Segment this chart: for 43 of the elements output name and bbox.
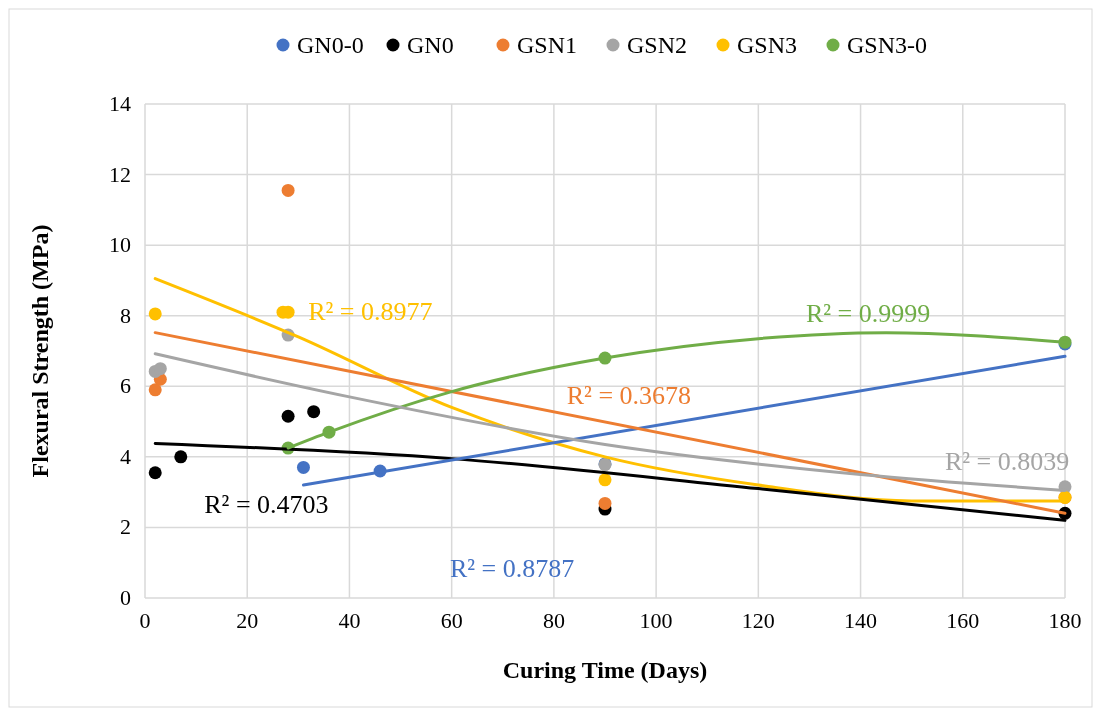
x-tick-label: 160 — [946, 608, 980, 633]
x-tick-label: 20 — [236, 608, 259, 633]
annotation: R² = 0.8039 — [944, 446, 1070, 476]
x-tick-label: 40 — [338, 608, 361, 633]
y-tick-label: 2 — [120, 514, 131, 540]
y-tick-label: 0 — [120, 585, 131, 610]
legend-label: GN0-0 — [297, 32, 364, 58]
point — [153, 362, 167, 376]
x-tick-label: 60 — [440, 608, 463, 633]
annotation: R² = 0.8977 — [308, 297, 433, 327]
legend-label: GSN3-0 — [847, 32, 928, 58]
annotation: R² = 0.4703 — [204, 490, 329, 520]
legend-label: GSN2 — [627, 32, 688, 58]
annotation: R² = 0.9999 — [805, 299, 931, 329]
x-tick-label: 120 — [741, 608, 775, 633]
x-tick-label: 100 — [639, 608, 673, 633]
x-axis-title: Curing Time (Days) — [502, 657, 708, 683]
y-tick-label: 12 — [109, 161, 131, 187]
annotation: R² = 0.8787 — [449, 554, 575, 584]
y-tick-label: 6 — [120, 373, 131, 399]
annotation: R² = 0.3678 — [566, 381, 692, 411]
x-tick-label: 0 — [139, 608, 151, 633]
y-axis-title: Flexural Strength (MPa) — [27, 224, 53, 478]
legend-label: GSN3 — [737, 32, 798, 58]
y-tick-label: 10 — [109, 232, 131, 258]
legend-label: GSN1 — [517, 32, 578, 58]
x-tick-label: 140 — [844, 608, 878, 633]
point — [148, 307, 162, 321]
point — [296, 460, 310, 474]
point — [281, 409, 295, 423]
point — [148, 383, 162, 397]
point — [148, 466, 162, 480]
legend-label: GN0 — [407, 32, 454, 58]
y-tick-label: 4 — [120, 443, 131, 469]
x-tick-label: 80 — [542, 608, 565, 633]
point — [281, 183, 295, 197]
point — [598, 496, 612, 510]
point — [174, 450, 188, 464]
y-tick-label: 14 — [109, 91, 131, 116]
point — [598, 473, 612, 487]
x-tick-label: 180 — [1048, 608, 1082, 633]
y-tick-label: 8 — [120, 302, 131, 328]
point — [307, 405, 321, 419]
